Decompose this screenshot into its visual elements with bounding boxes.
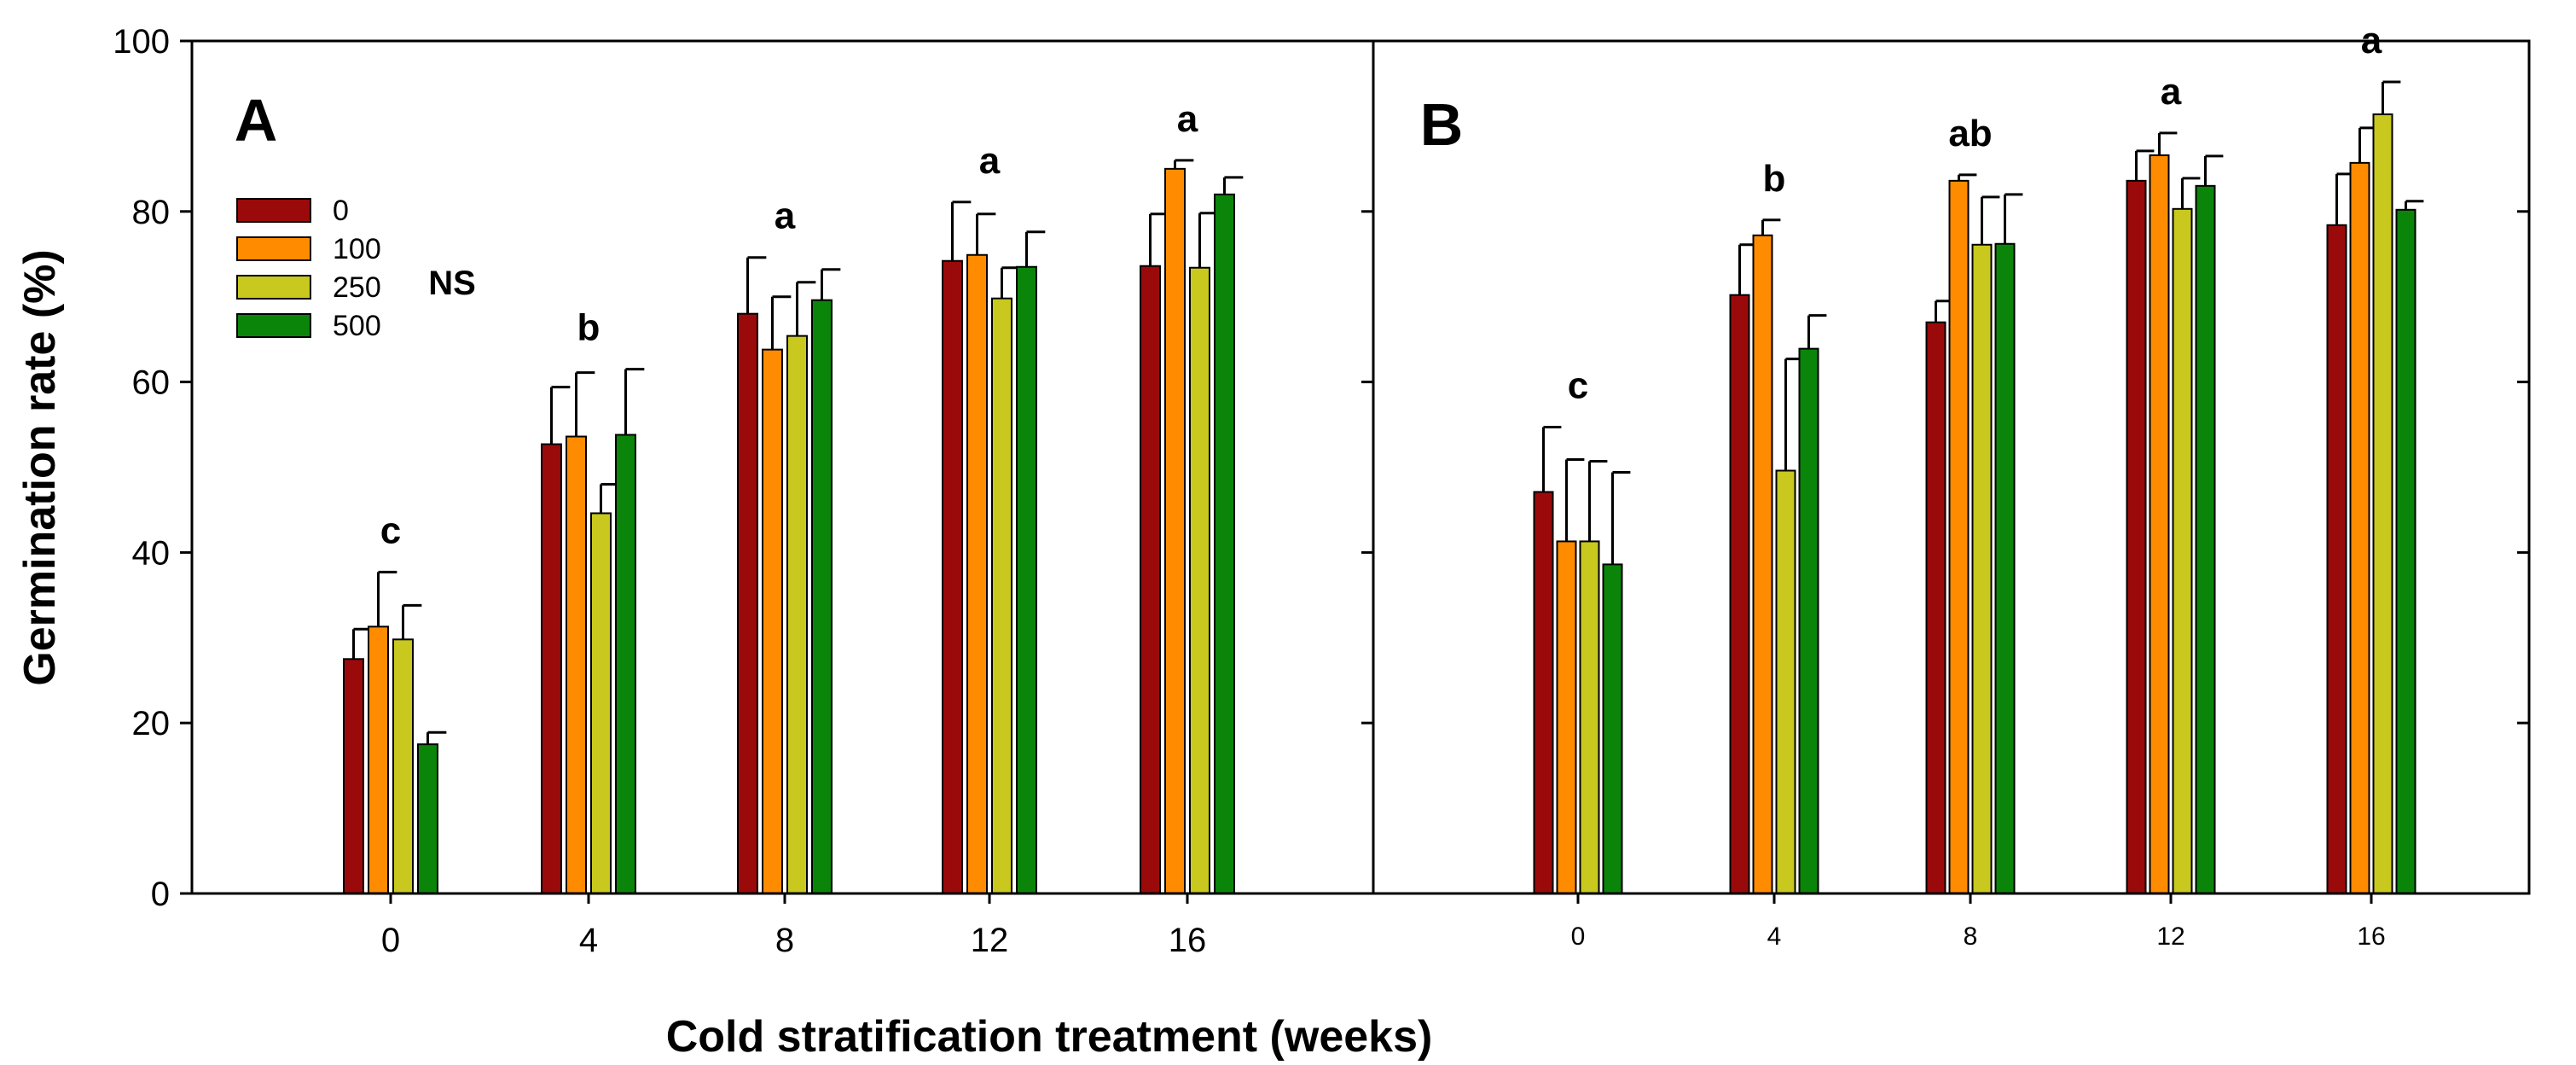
bar-a-week12-s0 [942,259,963,894]
x-tick-label-b-4: 4 [1767,922,1782,951]
significance-letter-a-week16: a [1177,98,1198,140]
bar-a-week12-s500 [1016,265,1037,894]
bar-b-week8-s0 [1925,321,1947,895]
significance-letter-a-week12: a [979,140,1001,182]
bar-a-week0-s100 [368,626,389,894]
y-tick-label-40: 40 [132,534,171,572]
bar-b-week8-s250 [1971,243,1993,894]
bar-b-week8-s100 [1948,179,1970,894]
x-tick-label-a-16: 16 [1169,922,1207,959]
significance-letter-a-week8: a [775,195,796,237]
panel-label-a: A [235,87,278,154]
panel-label-b: B [1420,91,1464,158]
significance-letter-b-week4: b [1763,158,1786,200]
legend-label-100: 100 [333,233,381,265]
bar-a-week16-s100 [1164,167,1186,895]
bar-a-week16-s0 [1140,265,1161,894]
bar-b-week4-s250 [1775,469,1796,894]
y-tick-label-60: 60 [132,364,171,402]
y-tick-label-20: 20 [132,705,171,742]
bar-b-week12-s0 [2126,179,2147,894]
x-tick-label-a-8: 8 [775,922,794,959]
bar-b-week16-s100 [2349,161,2370,894]
text-layer: c b a a a A NS 0 4 8 12 16 c b ab a a B 0 4 8 12 16 0 20 40 60 80 10… [15,20,2386,1062]
bar-b-week4-s0 [1729,294,1750,894]
bar-a-week4-s250 [590,512,612,894]
bar-b-week4-s100 [1752,234,1773,895]
axes-layer [180,39,2531,904]
bar-a-week12-s100 [966,253,988,894]
x-tick-label-b-0: 0 [1571,922,1586,951]
plot-frame [190,39,2531,895]
bar-b-week0-s100 [1556,540,1577,895]
bar-b-week4-s500 [1798,347,1819,895]
bar-b-week0-s500 [1602,563,1623,894]
bar-b-week0-s250 [1579,540,1600,895]
bar-a-week4-s100 [566,435,587,894]
bar-a-week12-s250 [991,297,1012,894]
y-tick-label-0: 0 [151,876,170,913]
significance-letter-a-week0: c [380,509,401,551]
significance-letter-b-week0: c [1568,365,1588,407]
bar-b-week16-s500 [2395,208,2416,894]
bar-b-week16-s250 [2372,113,2393,894]
bar-b-week12-s250 [2172,207,2193,895]
legend-swatch-500 [236,313,311,338]
legend-swatch-250 [236,275,311,300]
bars-layer [343,80,2424,895]
x-tick-label-b-16: 16 [2357,922,2385,951]
legend-label-0: 0 [333,195,349,227]
bar-a-week8-s100 [762,348,783,894]
bar-a-week16-s500 [1214,193,1235,894]
y-tick-label-80: 80 [132,194,171,231]
bar-a-week0-s0 [343,658,364,895]
bar-b-week16-s0 [2326,224,2347,894]
bar-a-week8-s500 [811,299,833,895]
y-axis-title: Germination rate (%) [15,249,65,685]
bar-a-week8-s250 [786,335,808,894]
x-tick-label-a-0: 0 [381,922,400,959]
x-tick-label-b-12: 12 [2156,922,2184,951]
bar-b-week12-s500 [2195,184,2216,894]
bar-b-week0-s0 [1533,491,1554,894]
bar-b-week8-s500 [1994,242,2016,894]
bar-a-week4-s0 [541,443,562,894]
bar-a-week0-s250 [392,638,414,894]
legend-label-250: 250 [333,271,381,304]
significance-letter-b-week12: a [2161,71,2182,113]
bar-a-week16-s250 [1189,266,1210,894]
legend-swatch-100 [236,236,311,261]
bar-b-week12-s100 [2149,154,2170,894]
x-tick-label-b-8: 8 [1964,922,1978,951]
significance-letter-a-week4: b [577,307,600,349]
x-tick-label-a-4: 4 [579,922,598,959]
x-axis-title: Cold stratification treatment (weeks) [666,1012,1433,1061]
legend-label-500: 500 [333,310,381,342]
ns-label: NS [428,265,476,302]
significance-letter-b-week16: a [2361,20,2382,61]
bar-a-week8-s0 [737,312,758,894]
significance-letter-b-week8: ab [1948,113,1992,154]
legend-swatch-0 [236,198,311,223]
x-tick-label-a-12: 12 [971,922,1009,959]
y-tick-label-100: 100 [113,23,170,61]
bar-a-week0-s500 [417,743,438,894]
bar-a-week4-s500 [615,434,636,894]
